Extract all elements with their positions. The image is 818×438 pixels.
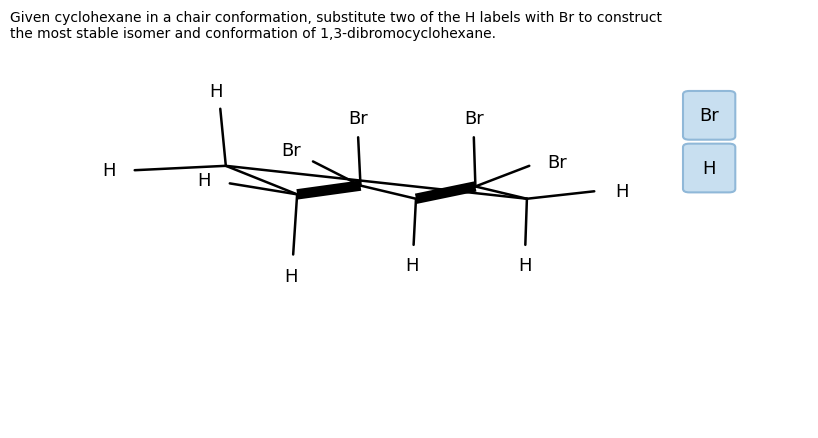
Text: H: H (518, 257, 531, 275)
Text: H: H (703, 159, 716, 178)
Text: Br: Br (281, 142, 302, 160)
Text: Br: Br (348, 110, 368, 128)
Text: Br: Br (547, 154, 567, 172)
FancyBboxPatch shape (683, 92, 735, 140)
Text: H: H (405, 257, 419, 275)
FancyBboxPatch shape (683, 144, 735, 193)
Text: H: H (284, 267, 298, 285)
Text: Br: Br (464, 110, 483, 128)
Text: H: H (209, 83, 222, 101)
Text: H: H (102, 162, 116, 180)
Text: Given cyclohexane in a chair conformation, substitute two of the H labels with B: Given cyclohexane in a chair conformatio… (10, 11, 662, 41)
Text: H: H (198, 171, 211, 190)
Text: Br: Br (699, 107, 719, 125)
Text: H: H (615, 183, 629, 201)
